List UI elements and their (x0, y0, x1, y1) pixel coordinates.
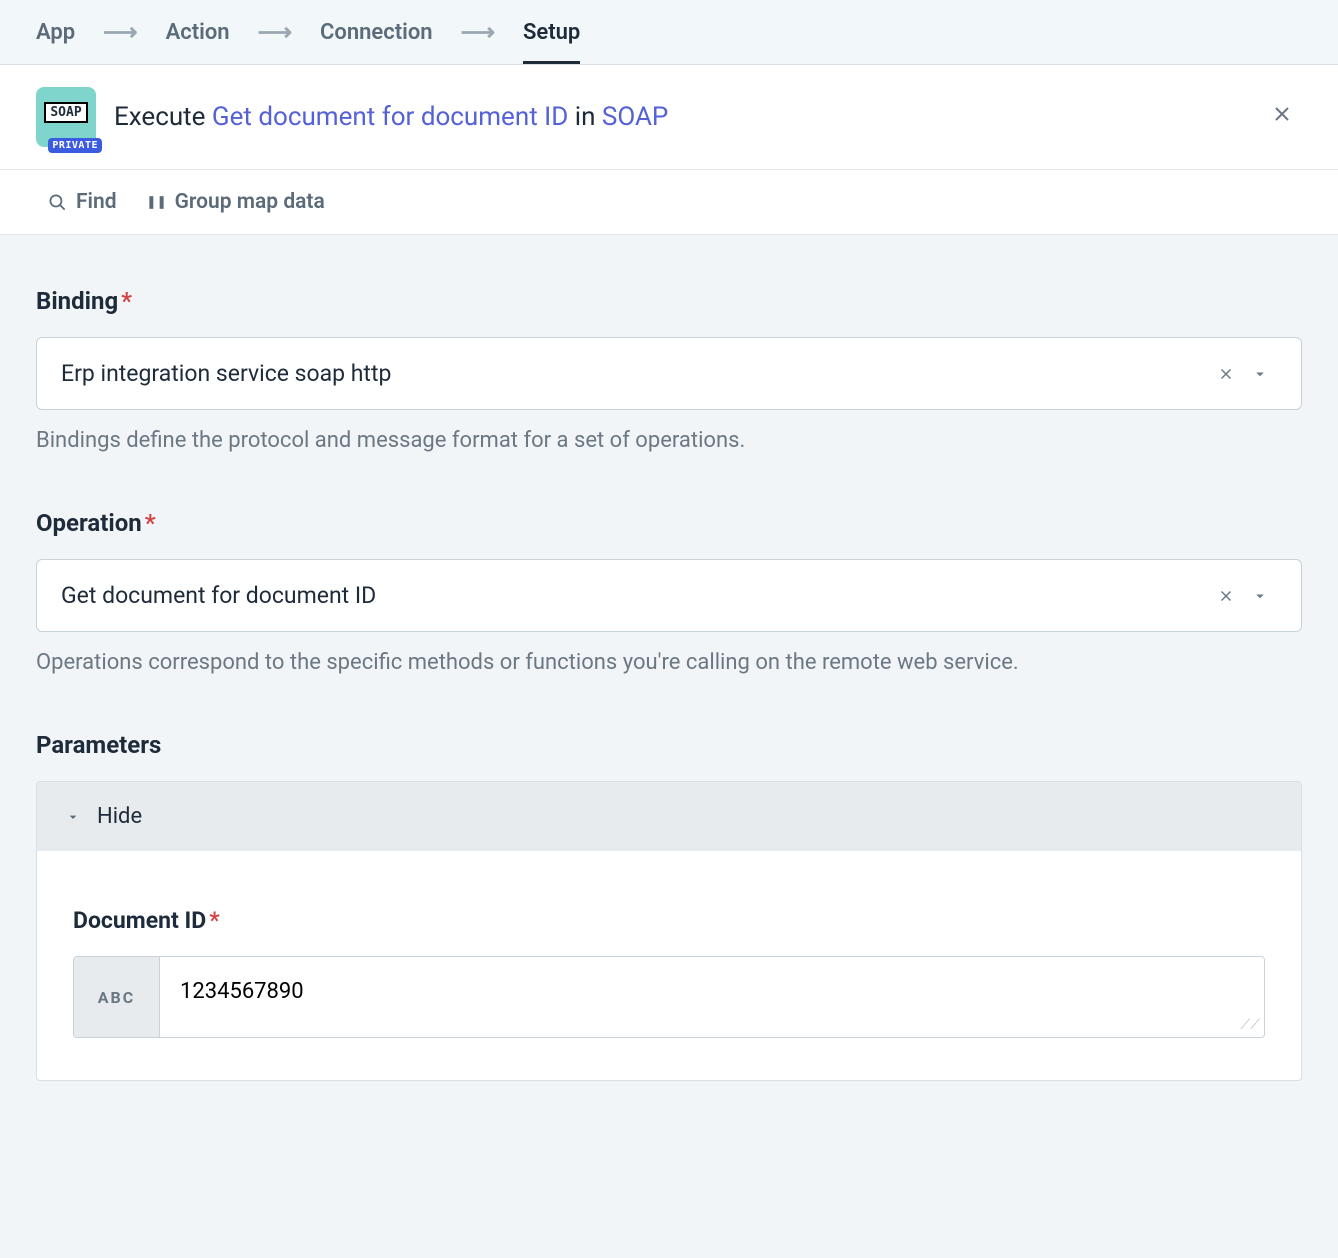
chevron-down-icon[interactable] (1243, 587, 1277, 605)
operation-helper: Operations correspond to the specific me… (36, 650, 1302, 675)
parameters-box: Hide Document ID* ABC ⟋⟋ (36, 781, 1302, 1081)
form: Binding* Erp integration service soap ht… (0, 235, 1338, 1121)
binding-label-text: Binding (36, 287, 118, 315)
group-map-button[interactable]: Group map data (147, 190, 325, 214)
header-prefix: Execute (114, 102, 212, 132)
type-badge: ABC (74, 957, 160, 1037)
breadcrumb: App ⟶ Action ⟶ Connection ⟶ Setup (0, 0, 1338, 65)
arrow-right-icon: ⟶ (258, 18, 292, 46)
required-marker: * (121, 287, 132, 315)
header-mid: in (568, 102, 602, 132)
clear-icon[interactable] (1209, 587, 1243, 605)
chevron-down-icon[interactable] (1243, 365, 1277, 383)
parameters-section: Parameters Hide Document ID* ABC ⟋⟋ (36, 731, 1302, 1081)
required-marker: * (209, 907, 219, 934)
document-id-input[interactable] (160, 957, 1264, 1033)
breadcrumb-item-connection[interactable]: Connection (320, 20, 433, 45)
find-label: Find (76, 190, 117, 214)
chevron-down-icon (65, 809, 81, 825)
operation-label-text: Operation (36, 509, 142, 537)
toolbar: Find Group map data (0, 170, 1338, 235)
operation-value: Get document for document ID (61, 582, 1209, 609)
app-icon-text: SOAP (44, 102, 87, 123)
search-icon (48, 193, 67, 212)
operation-field: Operation* Get document for document ID … (36, 509, 1302, 675)
document-id-label: Document ID* (73, 907, 1265, 934)
breadcrumb-item-action[interactable]: Action (166, 20, 230, 45)
group-label: Group map data (175, 190, 325, 214)
binding-field: Binding* Erp integration service soap ht… (36, 287, 1302, 453)
operation-label: Operation* (36, 509, 1302, 537)
app-link[interactable]: SOAP (602, 102, 668, 132)
binding-value: Erp integration service soap http (61, 360, 1209, 387)
operation-link[interactable]: Get document for document ID (212, 102, 568, 132)
breadcrumb-item-app[interactable]: App (36, 20, 75, 45)
binding-helper: Bindings define the protocol and message… (36, 428, 1302, 453)
group-icon (147, 193, 166, 212)
document-id-input-wrap: ABC ⟋⟋ (73, 956, 1265, 1038)
toggle-label: Hide (97, 804, 142, 829)
binding-select[interactable]: Erp integration service soap http (36, 337, 1302, 410)
arrow-right-icon: ⟶ (461, 18, 495, 46)
parameters-toggle[interactable]: Hide (37, 782, 1301, 851)
header-title: Execute Get document for document ID in … (114, 102, 1244, 132)
app-icon: SOAP PRIVATE (36, 87, 96, 147)
close-icon[interactable] (1262, 98, 1302, 137)
clear-icon[interactable] (1209, 365, 1243, 383)
parameters-label: Parameters (36, 731, 1302, 759)
breadcrumb-item-setup[interactable]: Setup (523, 20, 580, 63)
binding-label: Binding* (36, 287, 1302, 315)
arrow-right-icon: ⟶ (103, 18, 137, 46)
parameters-body: Document ID* ABC ⟋⟋ (37, 851, 1301, 1080)
required-marker: * (145, 509, 156, 537)
operation-select[interactable]: Get document for document ID (36, 559, 1302, 632)
private-badge: PRIVATE (48, 138, 102, 153)
find-button[interactable]: Find (48, 190, 117, 214)
header-row: SOAP PRIVATE Execute Get document for do… (0, 65, 1338, 170)
document-id-label-text: Document ID (73, 907, 206, 934)
